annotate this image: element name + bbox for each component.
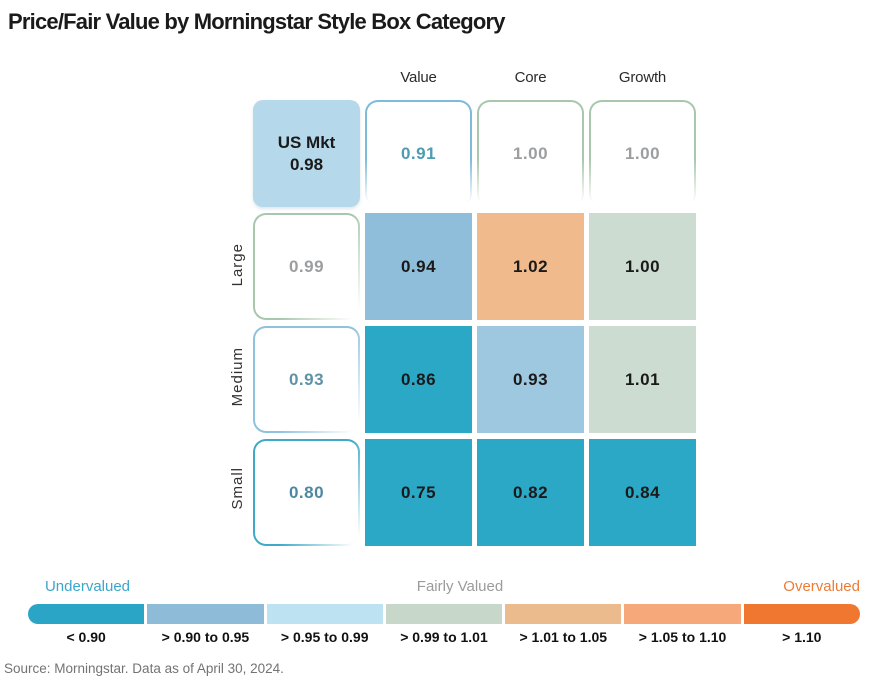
cell-small-growth: 0.84 — [589, 439, 696, 546]
legend-segment — [28, 604, 145, 624]
legend-range: > 0.95 to 0.99 — [280, 629, 369, 645]
column-total-cell-growth: 1.00 — [589, 100, 696, 207]
cell-value: 1.00 — [512, 143, 549, 163]
cell-value: 0.93 — [288, 369, 325, 389]
column-total-cell-value: 0.91 — [365, 100, 472, 207]
column-total-cell-core: 1.00 — [477, 100, 584, 207]
legend-segment — [266, 604, 383, 624]
style-box-grid: US Mkt 0.98 0.91 1.00 1.00 0.99 0.94 1.0… — [253, 100, 696, 546]
column-header-value: Value — [400, 69, 437, 86]
us-market-value: 0.98 — [289, 154, 324, 174]
cell-large-core: 1.02 — [477, 213, 584, 320]
column-header-growth: Growth — [618, 69, 667, 86]
cell-value: 0.91 — [400, 143, 437, 163]
us-market-label: US Mkt — [277, 133, 336, 153]
row-header-medium: Medium — [228, 346, 246, 407]
cell-value: 0.80 — [288, 482, 325, 502]
cell-medium-growth: 1.01 — [589, 326, 696, 433]
legend-segment — [743, 604, 860, 624]
page-title: Price/Fair Value by Morningstar Style Bo… — [8, 9, 506, 34]
legend-range-labels: < 0.90 > 0.90 to 0.95 > 0.95 to 0.99 > 0… — [28, 629, 860, 645]
cell-large-value: 0.94 — [365, 213, 472, 320]
legend-range: > 1.05 to 1.10 — [638, 629, 727, 645]
row-total-cell-small: 0.80 — [253, 439, 360, 546]
row-total-cell-large: 0.99 — [253, 213, 360, 320]
legend-color-bar — [28, 604, 860, 624]
legend-segment — [505, 604, 622, 624]
cell-value: 0.99 — [288, 256, 325, 276]
row-total-cell-medium: 0.93 — [253, 326, 360, 433]
source-note: Source: Morningstar. Data as of April 30… — [4, 661, 284, 676]
cell-value: 1.00 — [624, 143, 661, 163]
legend-segment — [624, 604, 741, 624]
legend-segment — [147, 604, 264, 624]
legend-title-fairly-valued: Fairly Valued — [416, 578, 504, 595]
row-header-small: Small — [228, 467, 246, 510]
cell-medium-value: 0.86 — [365, 326, 472, 433]
legend-range: > 0.99 to 1.01 — [400, 629, 488, 645]
cell-medium-core: 0.93 — [477, 326, 584, 433]
us-market-cell: US Mkt 0.98 — [253, 100, 360, 207]
cell-small-value: 0.75 — [365, 439, 472, 546]
legend-range: < 0.90 — [66, 629, 106, 645]
row-header-large: Large — [228, 242, 246, 287]
cell-large-growth: 1.00 — [589, 213, 696, 320]
legend-title-overvalued: Overvalued — [783, 578, 860, 595]
legend-range: > 1.10 — [782, 629, 822, 645]
cell-small-core: 0.82 — [477, 439, 584, 546]
legend-range: > 0.90 to 0.95 — [161, 629, 250, 645]
column-header-core: Core — [514, 69, 547, 86]
legend-segment — [385, 604, 503, 624]
legend-title-undervalued: Undervalued — [44, 578, 131, 595]
legend-range: > 1.01 to 1.05 — [519, 629, 608, 645]
